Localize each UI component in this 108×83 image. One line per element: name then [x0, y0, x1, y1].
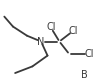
- Text: B: B: [81, 70, 88, 80]
- Text: N: N: [37, 37, 45, 46]
- Text: Cl: Cl: [46, 22, 56, 32]
- Text: Cl: Cl: [69, 26, 78, 36]
- Text: Cl: Cl: [85, 49, 94, 59]
